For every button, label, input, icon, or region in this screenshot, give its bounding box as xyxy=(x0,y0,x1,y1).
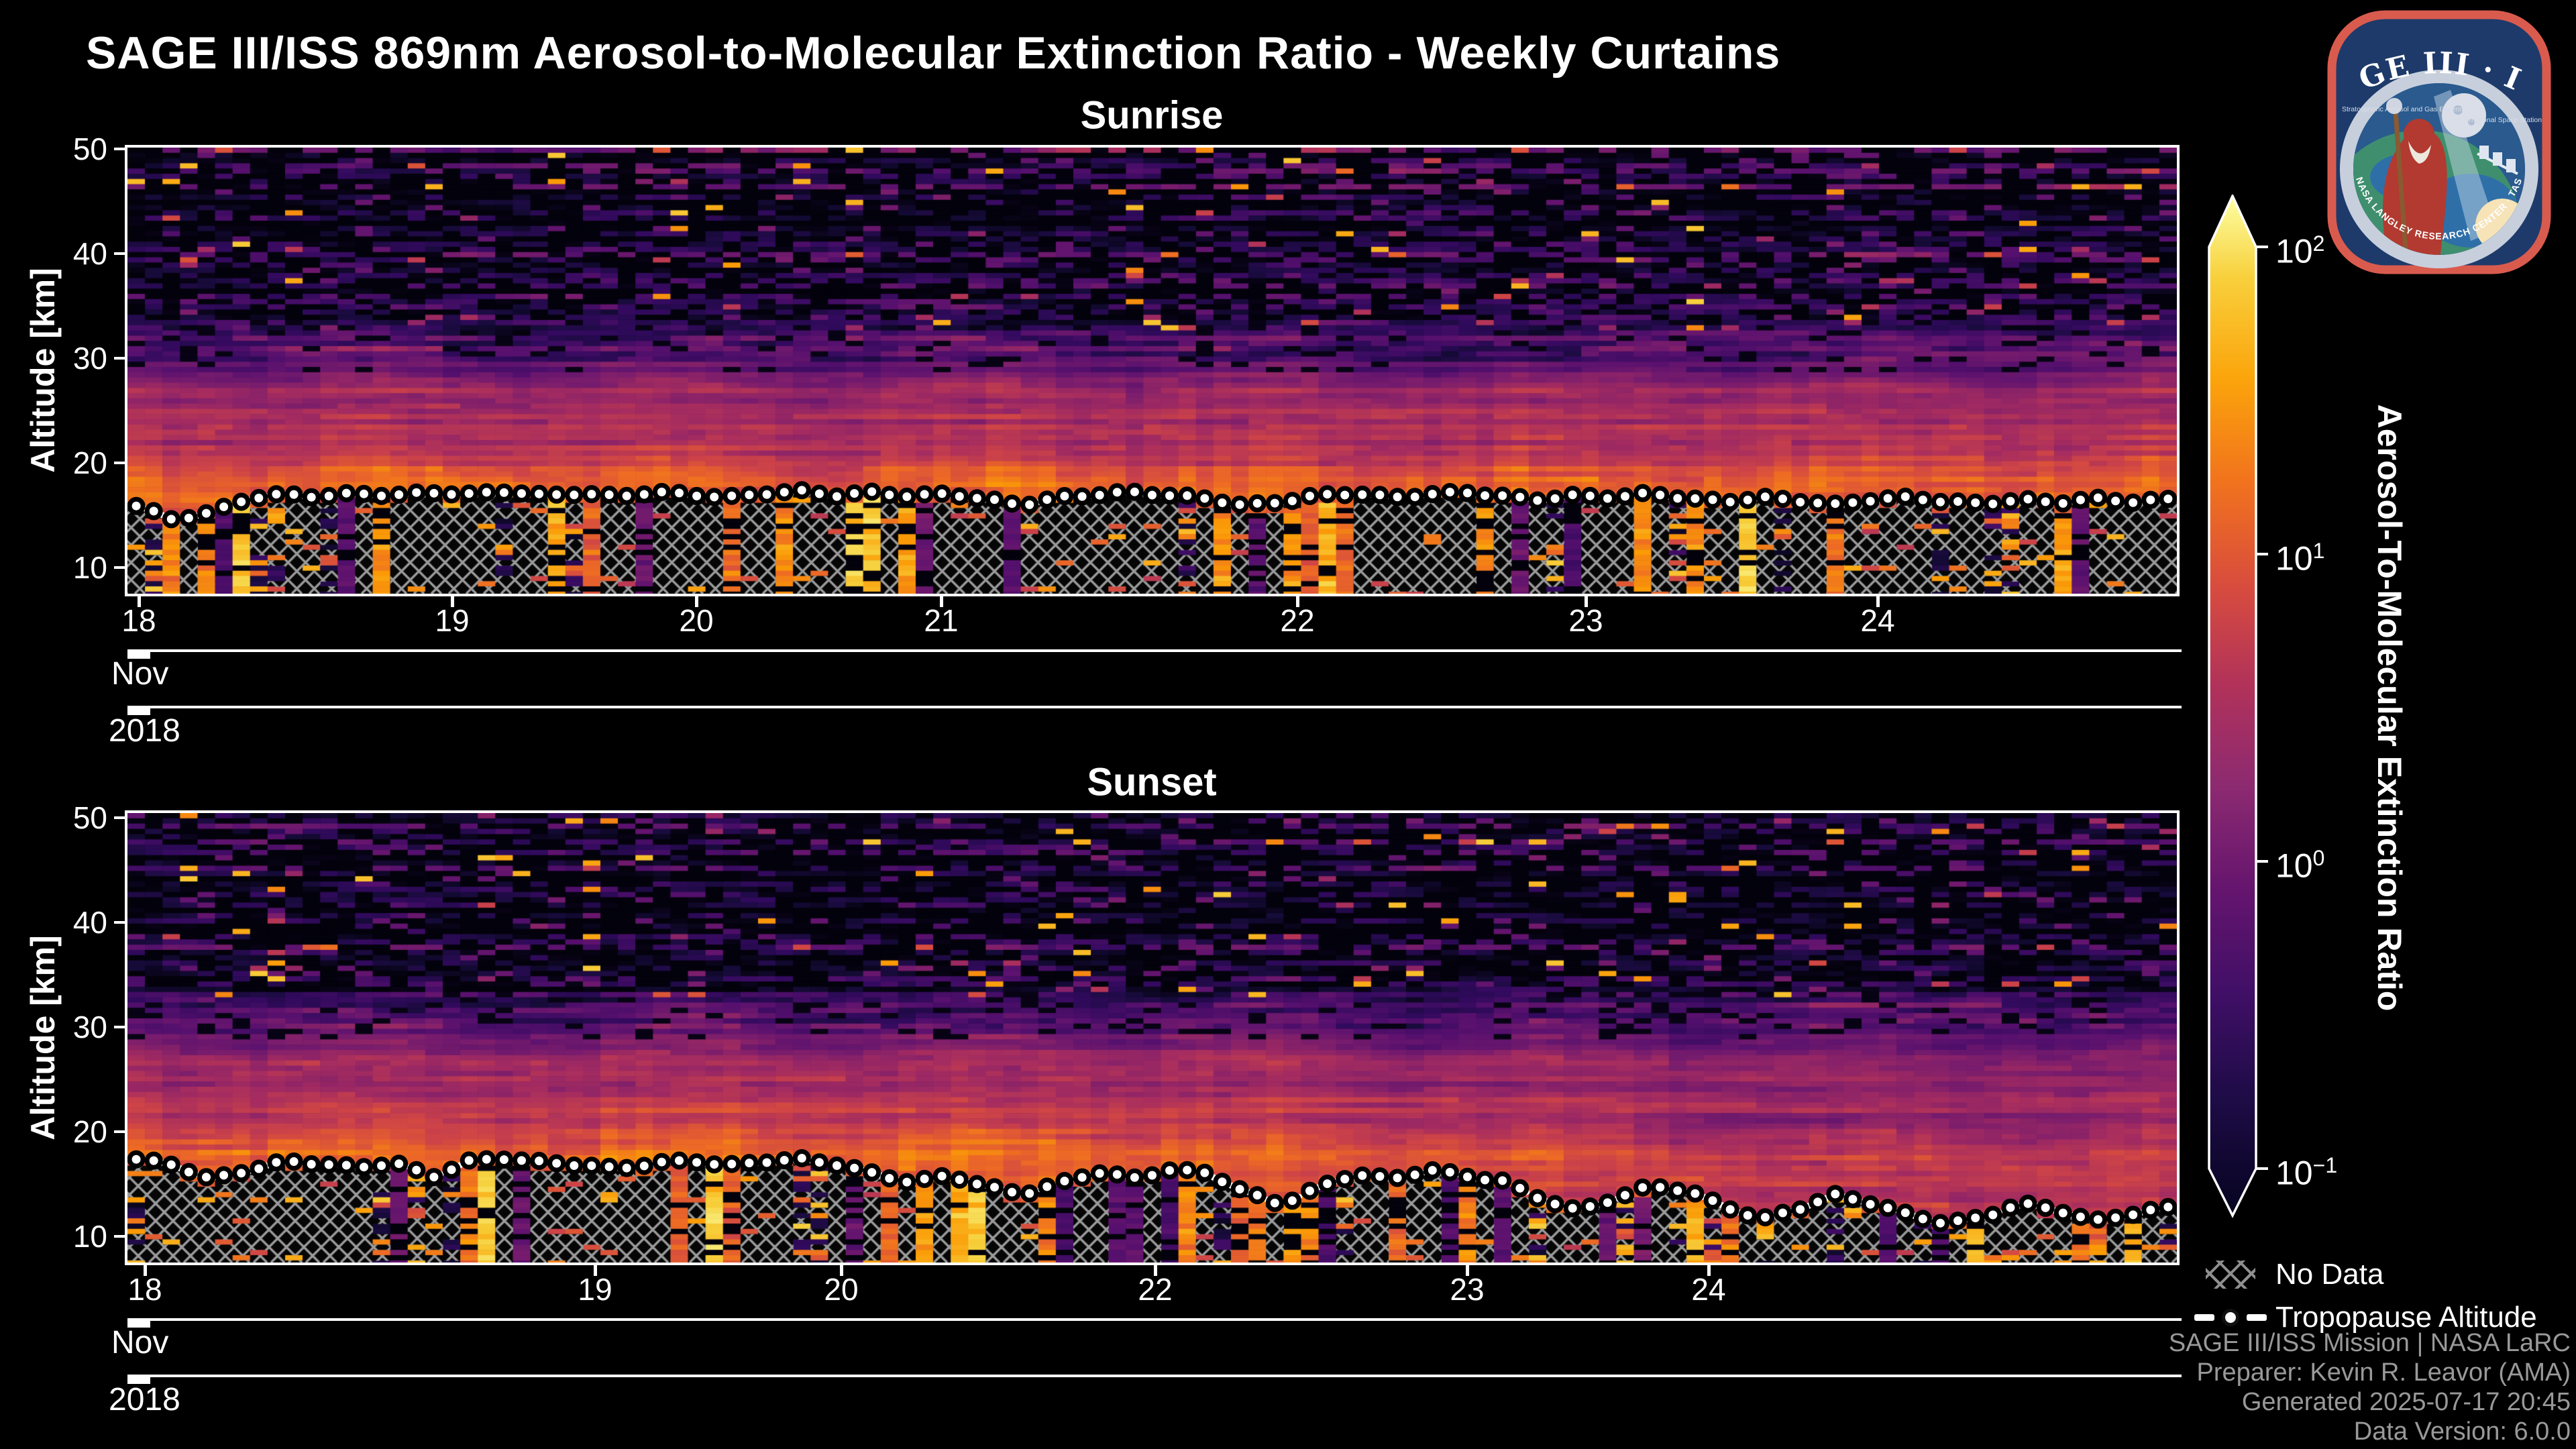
tropopause-dash-icon xyxy=(2247,1314,2267,1321)
y-tick-mark xyxy=(114,462,126,464)
year-separator-line xyxy=(127,1375,2182,1377)
x-day-label: 21 xyxy=(924,603,959,638)
y-tick-label: 30 xyxy=(72,341,107,376)
moon-icon xyxy=(2442,93,2486,138)
x-tick-mark xyxy=(1876,596,1880,607)
colorbar xyxy=(2208,195,2268,1218)
y-tick-mark xyxy=(114,816,126,819)
x-day-label: 19 xyxy=(578,1272,612,1307)
y-tick-label: 20 xyxy=(72,445,107,480)
attribution-block: SAGE III/ISS Mission | NASA LaRC Prepare… xyxy=(2169,1328,2571,1446)
tropopause-dot-icon xyxy=(2222,1309,2239,1326)
y-tick-label: 50 xyxy=(72,131,107,166)
year-separator-tick xyxy=(127,708,150,715)
x-tick-mark xyxy=(1466,1265,1469,1276)
month-label: Nov xyxy=(111,1325,169,1360)
y-tick-mark xyxy=(114,1026,126,1028)
father-time-figure xyxy=(2383,98,2447,255)
iss-icon xyxy=(2477,146,2518,175)
y-tick-mark xyxy=(114,357,126,360)
year-label: 2018 xyxy=(109,713,180,749)
y-tick-label: 10 xyxy=(72,550,107,585)
no-data-hatch-swatch xyxy=(2206,1260,2255,1289)
no-data-legend-label: No Data xyxy=(2275,1258,2384,1291)
sunset-heatmap-canvas xyxy=(127,813,2177,1263)
x-day-label: 24 xyxy=(1691,1272,1726,1307)
x-tick-mark xyxy=(1707,1265,1711,1276)
colorbar-tick-label: 101 xyxy=(2275,539,2325,578)
x-tick-mark xyxy=(1154,1265,1157,1276)
tropopause-legend-label: Tropopause Altitude xyxy=(2275,1301,2537,1334)
x-day-label: 18 xyxy=(121,603,156,638)
y-tick-mark xyxy=(114,921,126,924)
colorbar-tick-label: 10−1 xyxy=(2275,1153,2338,1192)
colorbar-tick-label: 102 xyxy=(2275,231,2325,270)
sunrise-heatmap-canvas xyxy=(127,148,2177,594)
colorbar-axis-label: Aerosol-To-Molecular Extinction Ratio xyxy=(2371,404,2408,1012)
colorbar-gradient-arrow xyxy=(2208,195,2257,1218)
x-day-label: 20 xyxy=(824,1272,859,1307)
month-separator-line xyxy=(127,649,2182,652)
attribution-line: Preparer: Kevin R. Leavor (AMA) xyxy=(2196,1358,2571,1387)
sage-iii-iss-logo: SAGE III · ISS Stratospheric Aerosol and… xyxy=(2326,9,2551,274)
logo-earth-scene xyxy=(2353,83,2525,255)
attribution-line: Generated 2025-07-17 20:45 xyxy=(2241,1388,2571,1416)
y-tick-label: 30 xyxy=(72,1010,107,1044)
month-separator-tick xyxy=(127,1321,150,1328)
y-tick-mark xyxy=(114,566,126,569)
x-tick-mark xyxy=(1296,596,1299,607)
x-day-label: 22 xyxy=(1280,603,1315,638)
x-day-label: 24 xyxy=(1860,603,1895,638)
tropopause-legend-marker xyxy=(2194,1307,2267,1328)
x-day-label: 22 xyxy=(1138,1272,1173,1307)
y-tick-label: 50 xyxy=(72,800,107,835)
x-day-label: 18 xyxy=(127,1272,162,1307)
y-tick-mark xyxy=(114,252,126,255)
x-day-label: 20 xyxy=(679,603,714,638)
y-tick-mark xyxy=(114,1235,126,1238)
sunrise-subtitle: Sunrise xyxy=(1080,93,1224,138)
year-label: 2018 xyxy=(109,1382,180,1417)
year-separator-line xyxy=(127,706,2182,708)
y-tick-label: 40 xyxy=(72,905,107,940)
y-tick-label: 20 xyxy=(72,1114,107,1149)
logo-subtitle-right: International Space Station xyxy=(2457,116,2542,124)
page-title: SAGE III/ISS 869nm Aerosol-to-Molecular … xyxy=(86,28,1781,78)
x-tick-mark xyxy=(940,596,943,607)
sunset-subtitle: Sunset xyxy=(1087,760,1217,804)
x-tick-mark xyxy=(594,1265,597,1276)
month-label: Nov xyxy=(111,656,169,692)
colorbar-tick-label: 100 xyxy=(2275,846,2325,885)
sunrise-heatmap-panel xyxy=(125,145,2180,596)
x-tick-mark xyxy=(695,596,698,607)
x-day-label: 19 xyxy=(435,603,470,638)
month-separator-tick xyxy=(127,652,150,659)
x-tick-mark xyxy=(840,1265,843,1276)
colorbar-tick-marks xyxy=(2256,246,2268,1170)
attribution-line: Data Version: 6.0.0 xyxy=(2353,1417,2571,1446)
x-tick-mark xyxy=(144,1265,147,1276)
y-tick-label: 10 xyxy=(72,1219,107,1254)
sunset-heatmap-panel xyxy=(125,810,2180,1265)
x-tick-mark xyxy=(138,596,141,607)
x-day-label: 23 xyxy=(1450,1272,1485,1307)
x-day-label: 23 xyxy=(1568,603,1603,638)
x-tick-mark xyxy=(1585,596,1588,607)
y-tick-mark xyxy=(114,1130,126,1133)
logo-subtitle-left: Stratospheric Aerosol and Gas Experiment… xyxy=(2342,105,2483,113)
x-tick-mark xyxy=(451,596,454,607)
y-tick-mark xyxy=(114,148,126,150)
year-separator-tick xyxy=(127,1377,150,1384)
attribution-line: SAGE III/ISS Mission | NASA LaRC xyxy=(2168,1329,2571,1357)
month-separator-line xyxy=(127,1318,2182,1321)
y-tick-label: 40 xyxy=(72,236,107,271)
tropopause-dash-icon xyxy=(2194,1314,2214,1321)
